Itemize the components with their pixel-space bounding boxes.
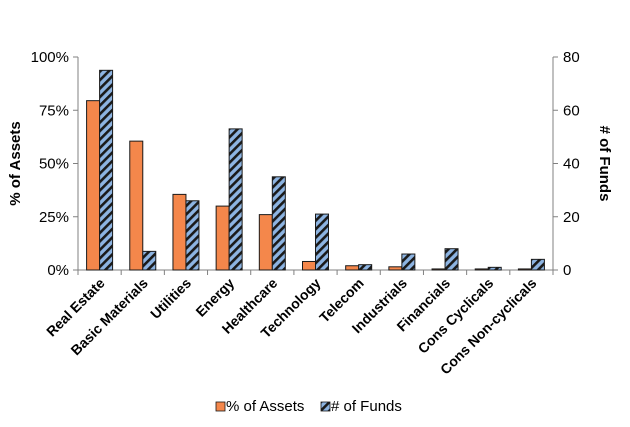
right-tick-label: 60 xyxy=(563,102,580,119)
bar-pct-assets xyxy=(258,214,273,271)
left-tick-label: 50% xyxy=(39,156,69,173)
left-tick-label: 25% xyxy=(39,209,69,226)
right-tick-label: 40 xyxy=(563,156,580,173)
legend-swatch-num-funds xyxy=(320,401,331,412)
bar-num-funds xyxy=(401,253,416,271)
bar-num-funds xyxy=(185,200,200,271)
bar-num-funds xyxy=(444,248,459,271)
category-label: Basic Materials xyxy=(67,275,151,359)
category-label: Utilities xyxy=(147,275,194,322)
bar-pct-assets xyxy=(172,193,187,271)
bar-pct-assets xyxy=(474,268,489,271)
bar-pct-assets xyxy=(215,205,230,271)
bar-num-funds xyxy=(271,176,286,271)
left-tick-label: 100% xyxy=(31,49,69,66)
right-axis-title: # of Funds xyxy=(596,126,613,202)
bar-num-funds xyxy=(530,258,545,271)
right-tick-label: 20 xyxy=(563,209,580,226)
category-label: Cons Cyclicals xyxy=(415,275,497,357)
bar-num-funds xyxy=(315,213,329,271)
bar-pct-assets xyxy=(86,100,101,271)
legend-label-num-funds: # of Funds xyxy=(331,398,402,415)
left-axis-title: % of Assets xyxy=(7,121,24,205)
bar-pct-assets xyxy=(517,268,532,271)
bar-pct-assets xyxy=(388,266,403,271)
bar-num-funds xyxy=(228,128,243,271)
bar-pct-assets xyxy=(345,265,360,271)
bar-pct-assets xyxy=(129,140,144,271)
bar-num-funds xyxy=(142,250,157,271)
legend-swatch-pct-assets xyxy=(215,401,226,412)
left-tick-label: 0% xyxy=(47,262,69,279)
left-tick-label: 75% xyxy=(39,102,69,119)
bar-num-funds xyxy=(487,266,502,271)
legend-label-pct-assets: % of Assets xyxy=(226,398,304,415)
bar-num-funds xyxy=(99,69,114,271)
bar-num-funds xyxy=(358,264,373,271)
right-tick-label: 0 xyxy=(563,262,571,279)
right-tick-label: 80 xyxy=(563,49,580,66)
bar-pct-assets xyxy=(431,268,446,271)
bar-pct-assets xyxy=(302,260,316,271)
